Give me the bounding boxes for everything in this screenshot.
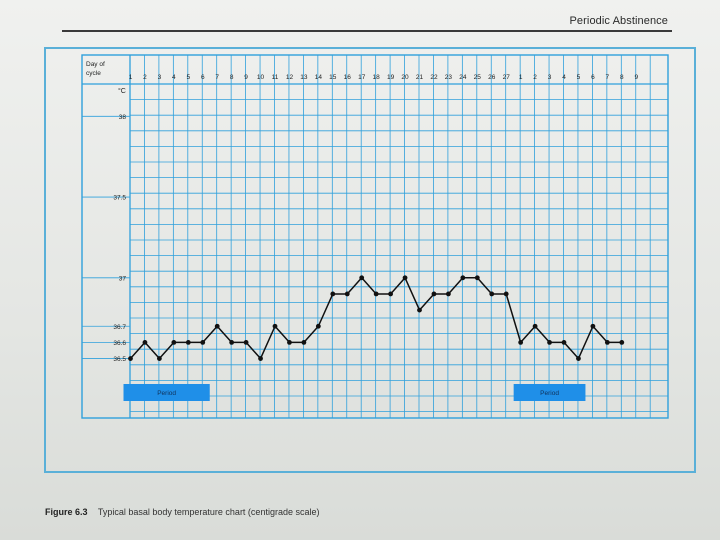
x-tick-label: 12 xyxy=(286,74,294,81)
x-tick-label: 2 xyxy=(533,74,537,81)
x-tick-label: 1 xyxy=(129,74,133,81)
temperature-point xyxy=(214,323,220,329)
temperature-point xyxy=(373,291,379,297)
temperature-point xyxy=(489,291,495,297)
figure-caption: Figure 6.3 Typical basal body temperatur… xyxy=(45,507,319,517)
x-tick-label: 5 xyxy=(186,74,190,81)
x-tick-label: 19 xyxy=(387,74,395,81)
x-tick-label: 13 xyxy=(300,74,308,81)
period-label: Period xyxy=(157,390,176,397)
temperature-point xyxy=(359,275,365,281)
x-tick-label: 20 xyxy=(401,74,409,81)
x-tick-label: 1 xyxy=(519,74,523,81)
x-tick-label: 3 xyxy=(548,74,552,81)
x-tick-label: 6 xyxy=(591,74,595,81)
temperature-point xyxy=(243,340,249,345)
temperature-point xyxy=(474,275,480,281)
temperature-point xyxy=(561,340,567,345)
temperature-point xyxy=(142,340,148,345)
temperature-point xyxy=(315,323,321,329)
period-box xyxy=(123,384,210,401)
temperature-point xyxy=(258,356,263,361)
x-tick-label: 26 xyxy=(488,74,496,81)
period-box xyxy=(513,384,586,401)
x-tick-label: 27 xyxy=(503,74,511,81)
figure-frame xyxy=(44,47,696,473)
temperature-point xyxy=(185,340,191,345)
y-tick-label: 36.5 xyxy=(113,356,126,363)
x-tick-label: 16 xyxy=(344,74,352,81)
x-tick-label: 7 xyxy=(215,74,219,81)
x-tick-label: 7 xyxy=(606,74,610,81)
temperature-point xyxy=(417,307,422,313)
x-tick-label: 8 xyxy=(230,74,234,81)
temperature-point xyxy=(301,340,307,345)
temperature-point xyxy=(229,340,235,345)
x-tick-label: 2 xyxy=(143,74,147,81)
temperature-point xyxy=(200,340,206,345)
x-tick-label: 11 xyxy=(272,74,279,81)
x-tick-label: 6 xyxy=(201,74,205,81)
temperature-point xyxy=(446,291,451,297)
x-tick-label: 18 xyxy=(373,74,381,81)
temperature-point xyxy=(547,340,552,345)
x-tick-label: 5 xyxy=(577,74,581,81)
temperature-point xyxy=(590,323,596,329)
x-tick-label: 24 xyxy=(459,74,467,81)
y-tick-label: 37 xyxy=(119,275,127,282)
temperature-point xyxy=(128,356,133,361)
x-tick-label: 25 xyxy=(474,74,482,81)
temperature-point xyxy=(431,291,437,297)
period-label: Period xyxy=(540,390,559,397)
temperature-point xyxy=(503,291,509,297)
temperature-point xyxy=(157,356,162,361)
x-tick-label: 10 xyxy=(257,74,265,81)
x-tick-label: 4 xyxy=(172,74,176,81)
temperature-point xyxy=(287,340,292,345)
grid xyxy=(81,54,669,419)
y-tick-label: 36.6 xyxy=(113,340,126,347)
temperature-point xyxy=(402,275,408,281)
temperature-point xyxy=(604,340,610,345)
x-tick-label: 22 xyxy=(430,74,438,81)
temperature-point xyxy=(460,275,466,281)
figure-caption-text: Typical basal body temperature chart (ce… xyxy=(97,507,320,517)
temperature-point xyxy=(576,356,581,361)
temperature-point xyxy=(171,340,177,345)
x-tick-label: 21 xyxy=(416,74,424,81)
running-head: Periodic Abstinence xyxy=(569,15,668,27)
temperature-point xyxy=(518,340,524,345)
header-rule xyxy=(62,30,672,32)
x-axis-label: Day of xyxy=(86,61,105,68)
temperature-point xyxy=(330,291,336,297)
y-tick-label: 37.5 xyxy=(113,195,126,202)
figure-number: Figure 6.3 xyxy=(45,507,88,517)
x-tick-label: 8 xyxy=(620,74,624,81)
x-tick-label: 23 xyxy=(445,74,453,81)
x-tick-label: 14 xyxy=(315,74,323,81)
y-axis-label: °C xyxy=(118,87,126,95)
x-tick-label: 9 xyxy=(634,74,638,81)
temperature-point xyxy=(272,323,278,329)
y-tick-label: 38 xyxy=(119,114,127,121)
x-tick-label: 9 xyxy=(244,74,248,81)
temperature-point xyxy=(344,291,350,297)
x-tick-label: 3 xyxy=(158,74,162,81)
temperature-point xyxy=(388,291,393,297)
temperature-point xyxy=(532,323,538,329)
x-tick-label: 15 xyxy=(329,74,337,81)
y-tick-label: 36.7 xyxy=(113,324,126,331)
x-axis-label-line2: cycle xyxy=(86,70,101,77)
x-tick-label: 4 xyxy=(562,74,566,81)
temperature-point xyxy=(619,340,625,345)
chart-border xyxy=(81,54,669,419)
x-tick-label: 17 xyxy=(358,74,366,81)
